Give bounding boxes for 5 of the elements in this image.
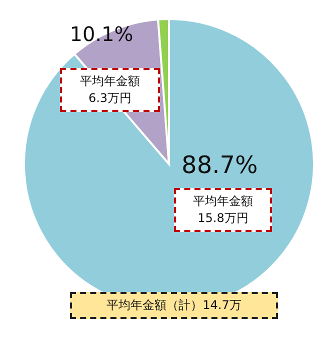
text: 平均年金額（計）14.7万 — [70, 292, 278, 319]
text: 平均年金額 15.8万円 — [174, 188, 272, 232]
data-label: 88.7% — [182, 151, 258, 180]
text: 平均年金額 6.3万円 — [60, 68, 160, 112]
data-label: 10.1% — [70, 22, 134, 46]
